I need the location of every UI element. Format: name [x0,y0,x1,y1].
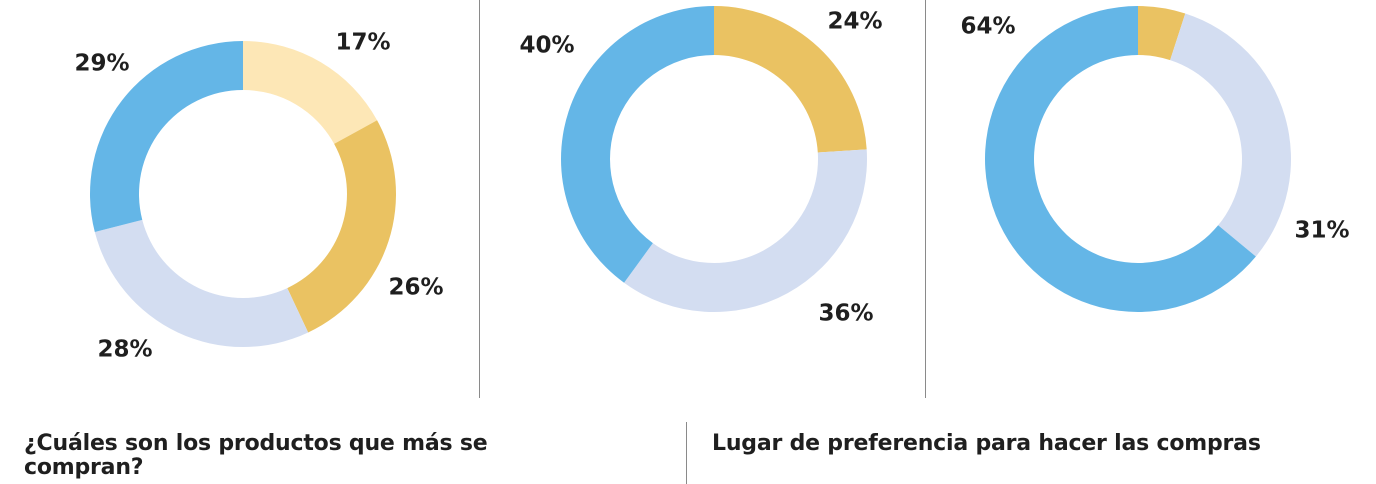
donut-1-slice-1 [243,41,378,144]
donut-charts: 17% 26% 28% 29% 24% 36% 40% 31% 64% [74,6,1350,363]
donut-1-label-3: 28% [97,337,152,363]
products-question-heading: ¿Cuáles son los productos que más se com… [24,431,488,480]
chart-divider-2 [925,0,926,398]
donut-1-label-1: 17% [335,30,390,56]
purchase-place-heading: Lugar de preferencia para hacer las comp… [712,431,1261,456]
donut-1-slice-2 [287,120,396,333]
donut-3-slice-3 [984,6,1256,313]
donut-2-slice-3 [561,6,714,283]
heading-divider [686,422,687,484]
donut-1-label-2: 26% [388,275,443,301]
donut-2-slice-2 [624,149,867,312]
chart-divider-1 [479,0,480,398]
donut-3-slice-2 [1170,13,1291,257]
donut-3-slice-1 [1138,6,1186,61]
donut-2-label-2: 36% [818,301,873,327]
donut-3-label-3: 64% [960,14,1015,40]
donut-2-label-1: 24% [827,9,882,35]
donut-1-slice-4 [90,41,243,233]
donut-2-label-3: 40% [519,33,574,59]
donut-1-label-4: 29% [74,51,129,77]
donut-2-slice-1 [714,6,867,153]
donut-1-slice-3 [94,219,309,347]
donut-3-label-2: 31% [1294,218,1349,244]
